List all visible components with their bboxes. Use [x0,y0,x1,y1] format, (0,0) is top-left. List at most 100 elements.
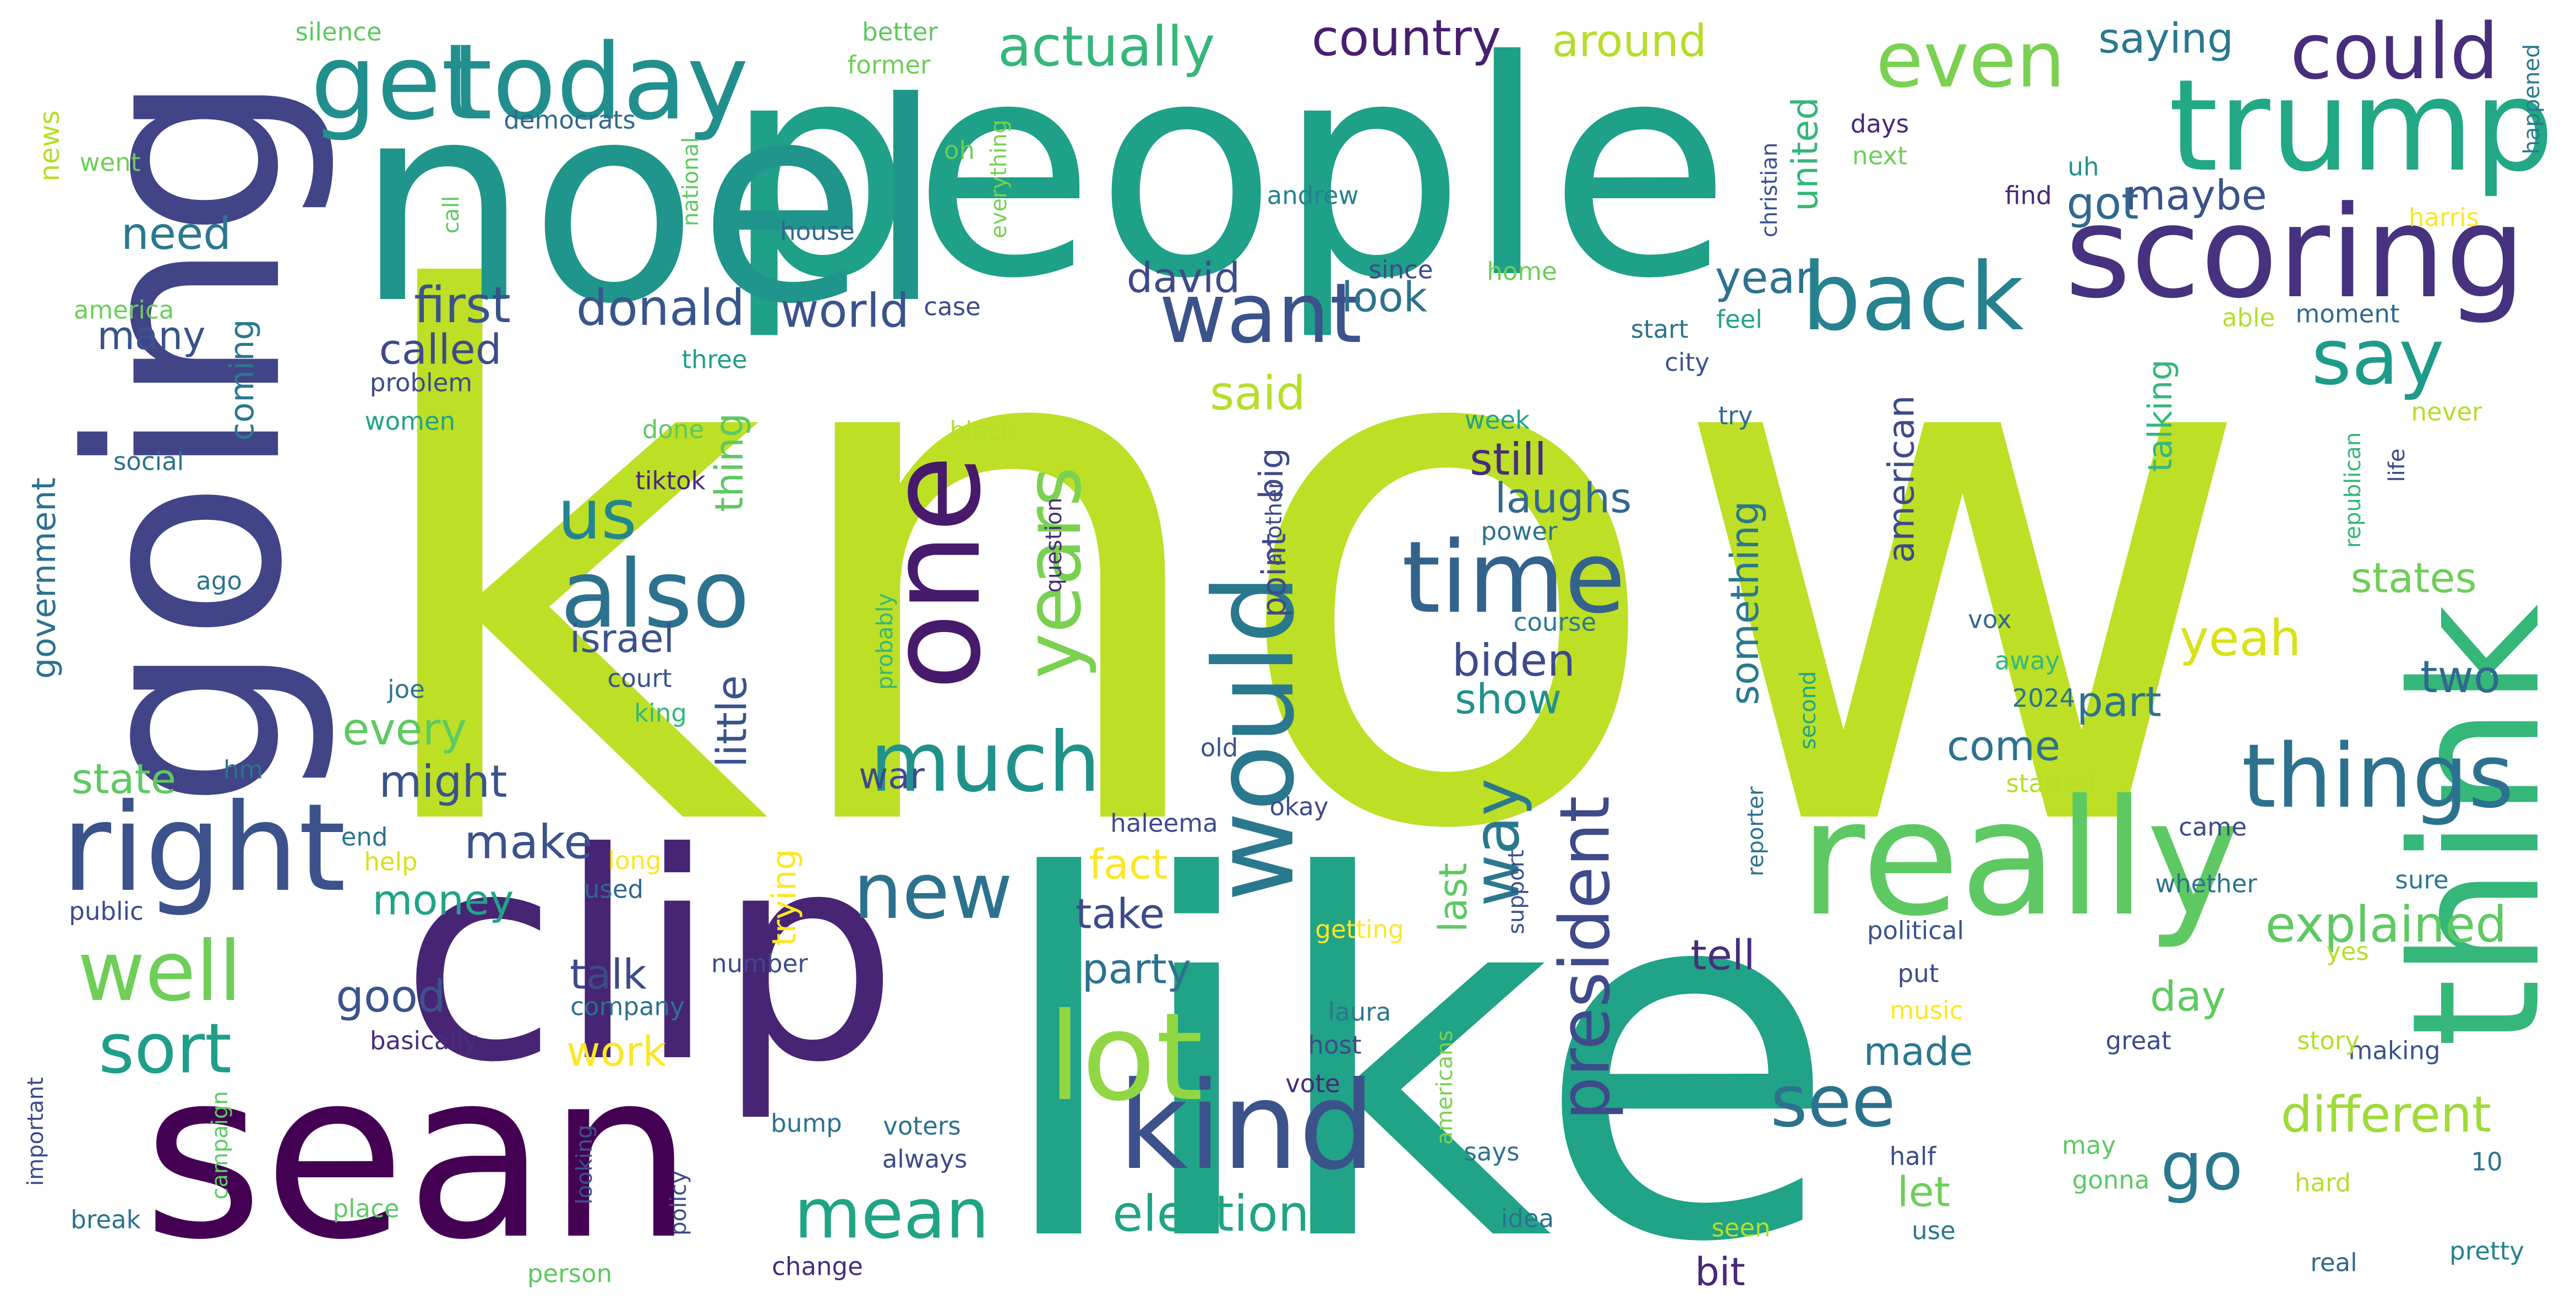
word-whether: whether [2155,869,2257,899]
word-support: support [1504,850,1529,934]
word-may: may [2061,1130,2116,1160]
word-music: music [1890,996,1963,1025]
word-talking: talking [2141,359,2180,472]
word-women: women [364,406,456,436]
word-say: say [2311,313,2444,403]
word-called: called [379,325,502,374]
word-talk: talk [570,950,647,999]
word-great: great [2105,1026,2171,1056]
word-okay: okay [1269,792,1329,822]
word-moment: moment [2295,299,2400,329]
word-even: even [1876,15,2065,105]
word-old: old [1200,733,1238,763]
word-long: long [608,846,662,876]
word-court: court [607,664,672,693]
word-government: government [25,477,63,679]
word-every: every [342,704,467,755]
word-political: political [1866,916,1964,945]
word-look: look [1341,273,1428,322]
word-10: 10 [2471,1147,2503,1177]
word-going: going [33,71,341,810]
word-money: money [372,876,514,925]
word-republican: republican [2340,432,2366,548]
word-much: much [870,715,1101,811]
word-last: last [1431,862,1476,933]
word-seen: seen [1711,1213,1771,1243]
word-get: get [310,21,482,143]
word-still: still [1470,434,1547,485]
word-important: important [23,1077,48,1186]
word-course: course [1513,607,1597,637]
word-black: black [949,416,1016,445]
word-david: david [1126,253,1241,302]
word-probably: probably [872,593,898,690]
word-bit: bit [1695,1249,1745,1295]
word-time: time [1401,520,1626,635]
word-use: use [1912,1216,1956,1246]
word-andrew: andrew [1267,181,1359,210]
word-getting: getting [1315,915,1404,944]
word-party: party [1082,944,1192,993]
word-today: today [451,21,749,143]
word-different: different [2280,1086,2492,1144]
word-tiktok: tiktok [635,466,706,496]
word-says: says [1464,1137,1520,1167]
word-something: something [1722,501,1767,705]
word-many: many [97,313,206,358]
word-better: better [862,17,938,47]
word-first: first [414,276,511,334]
word-former: former [847,50,931,80]
word-good: good [336,971,446,1022]
word-trump: trump [2168,53,2555,200]
word-saying: saying [2098,14,2234,63]
word-never: never [2411,397,2482,427]
word-place: place [332,1194,400,1224]
word-take: take [1075,889,1165,938]
word-us: us [557,475,637,555]
word-try: try [1718,401,1753,431]
word-idea: idea [1500,1204,1554,1233]
word-vote: vote [1285,1069,1340,1099]
word-president: president [1545,796,1625,1121]
word-biden: biden [1452,635,1575,686]
word-story: story [2297,1026,2360,1056]
word-went: went [79,148,141,177]
word-fact: fact [1089,840,1168,889]
word-states: states [2350,553,2477,602]
word-basically: basically [369,1026,478,1056]
word-sort: sort [98,1009,232,1089]
word-maybe: maybe [2125,171,2267,220]
word-election: election [1112,1185,1309,1243]
word-things: things [2241,725,2514,828]
word-company: company [570,992,685,1021]
word-harris: harris [2408,203,2480,232]
word-said: said [1210,366,1306,421]
word-thing: thing [707,412,752,513]
word-always: always [882,1144,968,1174]
word-yes: yes [2326,937,2369,966]
word-like: like [990,774,1840,1305]
word-see: see [1770,1059,1896,1143]
word-feel: feel [1716,304,1762,334]
word-tell: tell [1690,931,1755,980]
word-ago: ago [196,566,242,596]
word-could: could [2290,7,2499,97]
word-coming: coming [223,319,261,441]
word-work: work [566,1027,667,1076]
word-help: help [364,847,418,877]
word-hm: hm [223,755,264,785]
word-pretty: pretty [2449,1236,2524,1266]
word-break: break [70,1205,141,1235]
word-national: national [678,137,703,227]
word-show: show [1455,675,1562,724]
word-end: end [341,822,388,852]
word-clip: clip [400,791,899,1125]
word-call: call [439,195,464,234]
word-make: make [464,815,593,870]
word-change: change [772,1252,863,1281]
word-vox: vox [1968,605,2012,634]
word-host: host [1308,1030,1362,1060]
word-go: go [2160,1129,2243,1205]
word-campaign: campaign [208,1091,233,1200]
